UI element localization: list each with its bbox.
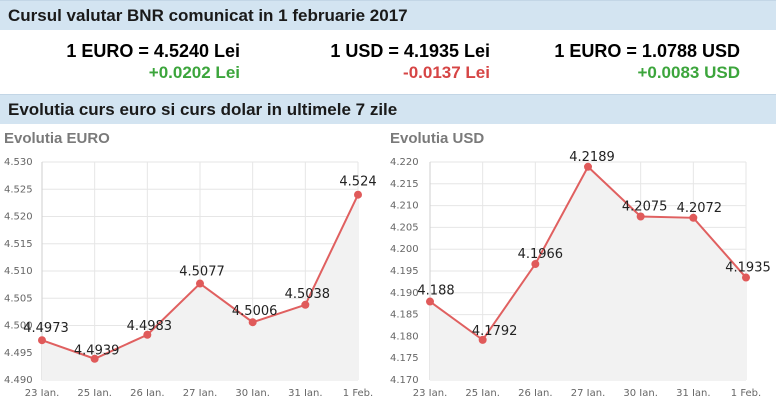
data-point[interactable]	[689, 213, 698, 222]
evolution-section-title: Evolutia curs euro si curs dolar in ulti…	[8, 100, 398, 119]
rate-value: 1 EURO = 4.5240 Lei	[66, 41, 240, 61]
rate-value: 1 USD = 4.1935 Lei	[330, 41, 490, 61]
x-tick-label: 1 Feb.	[731, 388, 761, 399]
data-point[interactable]	[301, 300, 310, 309]
data-point[interactable]	[478, 335, 487, 344]
x-tick-label: 27 Ian.	[183, 388, 218, 399]
y-tick-label: 4.200	[390, 244, 419, 255]
x-tick-label: 1 Feb.	[343, 388, 373, 399]
y-tick-label: 4.195	[390, 266, 419, 277]
x-tick-label: 23 Ian.	[25, 388, 60, 399]
y-tick-label: 4.515	[4, 239, 33, 250]
data-label: 4.1935	[725, 261, 771, 276]
data-label: 4.1792	[472, 324, 518, 339]
data-point[interactable]	[248, 318, 257, 327]
x-tick-label: 23 Ian.	[413, 388, 448, 399]
data-label: 4.524	[339, 175, 376, 190]
data-point[interactable]	[426, 297, 434, 306]
rates-section-title: Cursul valutar BNR comunicat in 1 februa…	[8, 6, 408, 25]
x-tick-label: 30 Ian.	[623, 388, 658, 399]
data-label: 4.4983	[127, 319, 173, 334]
evolution-section-header: Evolutia curs euro si curs dolar in ulti…	[0, 94, 776, 124]
data-point[interactable]	[636, 212, 645, 221]
y-tick-label: 4.180	[390, 331, 419, 342]
x-tick-label: 25 Ian.	[77, 388, 112, 399]
data-point[interactable]	[38, 336, 46, 345]
y-tick-label: 4.510	[4, 266, 33, 277]
data-label: 4.4939	[74, 344, 120, 359]
y-tick-label: 4.500	[4, 321, 33, 332]
usd-evolution-chart: 4.170 4.175 4.180 4.185 4.190 4.195 4.200 4.205…	[390, 150, 771, 399]
rate-euro-lei: 1 EURO = 4.5240 Lei +0.0202 Lei	[0, 40, 240, 84]
rate-change: +0.0083 USD	[637, 63, 740, 82]
y-tick-label: 4.205	[390, 222, 419, 233]
data-label: 4.1966	[518, 247, 564, 262]
data-label: 4.4973	[23, 321, 69, 336]
y-tick-label: 4.185	[390, 310, 419, 321]
rate-euro-usd: 1 EURO = 1.0788 USD +0.0083 USD	[500, 40, 740, 84]
data-label: 4.5006	[232, 304, 278, 319]
y-tick-label: 4.210	[390, 201, 419, 212]
y-tick-label: 4.490	[4, 375, 33, 386]
x-tick-label: 31 Ian.	[676, 388, 711, 399]
x-tick-label: 26 Ian.	[130, 388, 165, 399]
euro-evolution-chart: 4.490 4.495 4.500 4.505 4.510 4.515 4.520 4.525…	[4, 157, 377, 399]
data-point[interactable]	[143, 330, 152, 339]
x-tick-label: 26 Ian.	[518, 388, 553, 399]
euro-chart-title: Evolutia EURO	[4, 130, 110, 147]
data-label: 4.5038	[285, 287, 331, 302]
y-tick-label: 4.175	[390, 353, 419, 364]
x-tick-label: 25 Ian.	[465, 388, 500, 399]
data-point[interactable]	[584, 162, 592, 171]
y-tick-label: 4.170	[390, 375, 419, 386]
y-tick-label: 4.505	[4, 293, 33, 304]
x-tick-label: 30 Ian.	[235, 388, 270, 399]
x-tick-label: 31 Ian.	[288, 388, 323, 399]
data-point[interactable]	[90, 354, 99, 363]
usd-chart-title: Evolutia USD	[390, 130, 485, 147]
rate-change: +0.0202 Lei	[148, 63, 240, 82]
y-tick-label: 4.215	[390, 179, 419, 190]
y-tick-label: 4.495	[4, 348, 33, 359]
rates-section-header: Cursul valutar BNR comunicat in 1 februa…	[0, 0, 776, 30]
data-label: 4.2075	[622, 200, 668, 215]
data-label: 4.5077	[179, 265, 225, 280]
y-tick-label: 4.220	[390, 157, 419, 168]
data-label: 4.188	[417, 284, 454, 299]
data-label: 4.2189	[569, 150, 615, 165]
data-label: 4.2072	[677, 201, 723, 216]
data-point[interactable]	[742, 273, 750, 282]
rate-change: -0.0137 Lei	[403, 63, 490, 82]
rate-usd-lei: 1 USD = 4.1935 Lei -0.0137 Lei	[250, 40, 490, 84]
y-tick-label: 4.530	[4, 157, 33, 168]
x-tick-label: 27 Ian.	[571, 388, 606, 399]
y-tick-label: 4.190	[390, 288, 419, 299]
data-point[interactable]	[354, 190, 362, 199]
rate-value: 1 EURO = 1.0788 USD	[554, 41, 740, 61]
y-tick-label: 4.520	[4, 212, 33, 223]
data-point[interactable]	[531, 260, 540, 269]
data-point[interactable]	[196, 279, 204, 288]
series-area	[430, 166, 746, 380]
y-tick-label: 4.525	[4, 184, 33, 195]
